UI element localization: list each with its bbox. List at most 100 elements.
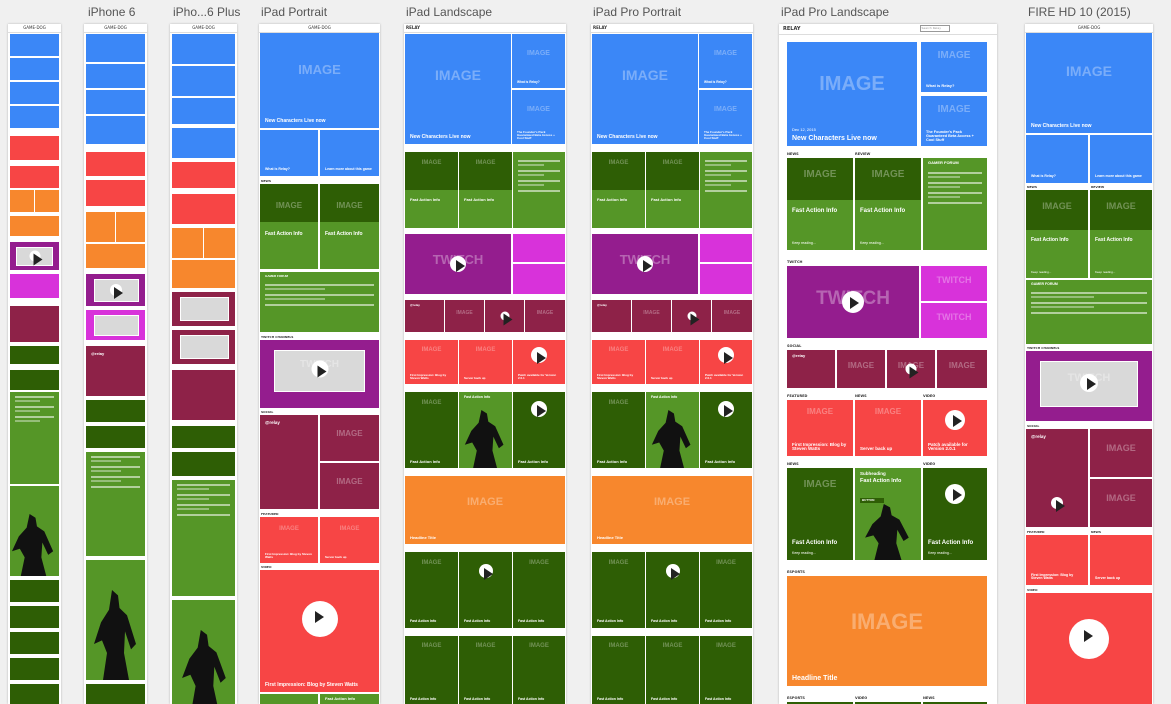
video-tile[interactable]: First Impression: Blog by Steven Watts: [260, 570, 379, 692]
news-info[interactable]: Fast Action Info: [405, 190, 458, 228]
play-icon[interactable]: [311, 360, 328, 378]
news-tile-red[interactable]: IMAGE Server back up: [320, 517, 379, 563]
news-tile[interactable]: [86, 684, 145, 704]
gamer-forum-tile[interactable]: [513, 152, 565, 228]
twitch-tile-small[interactable]: [700, 264, 752, 294]
video-tile[interactable]: Patch available for Version 2.0.1: [513, 340, 565, 384]
feature-tile[interactable]: [172, 600, 235, 704]
gamer-forum-tile[interactable]: [700, 152, 752, 228]
news-tile[interactable]: IMAGE Fast Action Info: [405, 636, 458, 704]
twitch-tile-small[interactable]: [700, 234, 752, 262]
social-image-tile[interactable]: IMAGE: [445, 300, 484, 332]
relay-tile[interactable]: IMAGE What is Relay?: [699, 34, 752, 88]
relay-tile[interactable]: IMAGE What is Relay?: [921, 42, 987, 92]
relay-tile[interactable]: What is Relay?: [260, 130, 318, 176]
subheading-button[interactable]: BUTTON: [860, 498, 884, 504]
social-image-tile[interactable]: IMAGE: [632, 300, 671, 332]
news-info[interactable]: Fast Action Info: [592, 190, 645, 228]
social-image-tile[interactable]: IMAGE: [837, 350, 885, 388]
social-tile[interactable]: [10, 306, 59, 342]
play-icon[interactable]: [1069, 618, 1109, 659]
social-image-tile[interactable]: IMAGE: [525, 300, 565, 332]
artboard-iphone6plus[interactable]: GAME-DOG: [170, 24, 237, 704]
news-tile[interactable]: [172, 426, 235, 448]
subheading-tile[interactable]: Subheading Fast Action Info BUTTON: [855, 468, 921, 560]
news-tile-red[interactable]: IMAGE Server back up: [646, 340, 699, 384]
play-icon[interactable]: [500, 311, 513, 326]
relay-tile[interactable]: Learn more about this game: [1090, 135, 1152, 183]
news-tile[interactable]: IMAGE Fast Action Info: [459, 636, 512, 704]
social-tile[interactable]: @relay: [260, 415, 318, 509]
review-info[interactable]: Fast Action Info: [646, 190, 699, 228]
news-tile[interactable]: IMAGE Fast Action Info Keep reading...: [787, 468, 853, 560]
esports-tile[interactable]: IMAGE Headline Title: [405, 476, 565, 544]
play-icon[interactable]: [718, 347, 734, 364]
social-image-tile[interactable]: IMAGE: [712, 300, 752, 332]
play-icon[interactable]: [637, 256, 653, 273]
relay-tile[interactable]: Learn more about this game: [320, 130, 379, 176]
social-video-tile[interactable]: [485, 300, 524, 332]
artboard-small-phone[interactable]: GAME-DOG: [8, 24, 61, 704]
twitch-tile[interactable]: [86, 310, 145, 340]
news-tile-red[interactable]: IMAGE Server back up: [855, 400, 921, 456]
news-tile[interactable]: [86, 400, 145, 422]
play-icon[interactable]: [945, 483, 965, 504]
news-tile[interactable]: IMAGE Fast Action Info: [592, 636, 645, 704]
hero-tile[interactable]: IMAGE New Characters Live now: [260, 33, 379, 128]
subheading-tile[interactable]: Fast Action Info: [459, 392, 512, 468]
twitch-tile[interactable]: TWITCH: [405, 234, 511, 294]
hero-tile[interactable]: [172, 34, 235, 64]
news-tile-red[interactable]: IMAGE Server back up: [459, 340, 512, 384]
gamer-forum-tile[interactable]: [10, 392, 59, 484]
social-tile[interactable]: @relay: [405, 300, 444, 332]
review-info[interactable]: Fast Action Info Keep reading...: [1090, 230, 1152, 278]
blue-tile[interactable]: [172, 98, 235, 124]
founders-tile[interactable]: IMAGE The Founder's Pack Guaranteed Beta …: [699, 90, 752, 144]
hero-tile[interactable]: IMAGE Dec 12, 2015 New Characters Live now: [787, 42, 917, 146]
gamer-forum-tile[interactable]: GAMER FORUM: [1026, 280, 1152, 344]
artboard-ipad-portrait[interactable]: GAME-DOG IMAGE New Characters Live now Wh…: [259, 24, 380, 704]
hero-tile[interactable]: [10, 34, 59, 56]
play-icon[interactable]: [109, 284, 124, 300]
red-tile[interactable]: [172, 194, 235, 224]
hero-tile[interactable]: IMAGE New Characters Live now: [592, 34, 698, 144]
play-icon[interactable]: [450, 256, 466, 273]
news-info[interactable]: Fast Action Info Keep reading...: [1026, 230, 1088, 278]
gamer-forum-tile[interactable]: [172, 480, 235, 596]
featured-tile[interactable]: IMAGE First Impression: Blog by Steven Wa…: [787, 400, 853, 456]
relay-tile[interactable]: IMAGE What is Relay?: [512, 34, 565, 88]
twitch-tile-small[interactable]: TWITCH: [921, 303, 987, 338]
review-info[interactable]: Fast Action Info: [459, 190, 512, 228]
social-tile[interactable]: @relay: [787, 350, 835, 388]
play-icon[interactable]: [718, 400, 734, 418]
twitch-tile-small[interactable]: [513, 234, 565, 262]
news-tile[interactable]: [260, 694, 318, 704]
news-tile-red[interactable]: Server back up: [1090, 535, 1152, 585]
news-tile[interactable]: [172, 452, 235, 476]
orange-tile[interactable]: [116, 212, 145, 242]
video-tile[interactable]: Fast Action Info: [700, 392, 752, 468]
video-tile[interactable]: Fast Action Info: [513, 392, 565, 468]
twitch-tile[interactable]: TWITCH: [592, 234, 698, 294]
news-tile[interactable]: IMAGE Fast Action Info: [700, 552, 752, 628]
artboard-ipadpro-portrait[interactable]: RELAY IMAGE New Characters Live now IMAGE…: [591, 24, 753, 704]
news-tile[interactable]: IMAGE Fast Action Info: [592, 552, 645, 628]
news-tile[interactable]: [10, 580, 59, 602]
blue-tile[interactable]: [86, 116, 145, 144]
play-icon[interactable]: [478, 564, 493, 580]
play-icon[interactable]: [842, 291, 864, 313]
video-tile[interactable]: Patch available for Version 2.0.1: [700, 340, 752, 384]
esports-tile[interactable]: IMAGE Headline Title: [787, 576, 987, 686]
hero-tile[interactable]: [86, 34, 145, 62]
orange-tile[interactable]: [172, 260, 235, 288]
red-tile[interactable]: [10, 166, 59, 188]
feature-tile[interactable]: [86, 560, 145, 680]
social-tile[interactable]: @relay: [592, 300, 631, 332]
review-info[interactable]: Fast Action Info Keep reading...: [855, 200, 921, 250]
red-tile[interactable]: [10, 136, 59, 160]
play-icon[interactable]: [29, 250, 43, 266]
news-tile[interactable]: IMAGE Fast Action Info: [700, 636, 752, 704]
social-tile[interactable]: [172, 370, 235, 420]
twitch-tile[interactable]: [86, 274, 145, 306]
twitch-tile-small[interactable]: [513, 264, 565, 294]
